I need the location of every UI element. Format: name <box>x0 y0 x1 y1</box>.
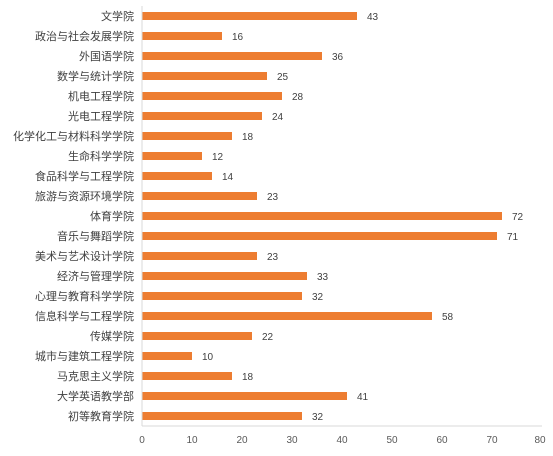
category-label: 大学英语教学部 <box>57 389 134 403</box>
data-label: 18 <box>242 132 254 143</box>
category-label: 政治与社会发展学院 <box>35 29 134 43</box>
bar <box>142 192 257 200</box>
bar <box>142 172 212 180</box>
category-label: 心理与教育科学学院 <box>35 289 134 303</box>
bars-layer <box>142 12 502 420</box>
data-label: 16 <box>232 32 244 43</box>
x-tick-label: 0 <box>139 435 145 446</box>
bar <box>142 112 262 120</box>
category-label: 马克思主义学院 <box>57 369 134 383</box>
category-label: 数学与统计学院 <box>57 69 134 83</box>
bar <box>142 232 497 240</box>
data-label: 10 <box>202 352 214 363</box>
x-tick-label: 30 <box>286 435 298 446</box>
x-tick-label: 60 <box>436 435 448 446</box>
data-label: 58 <box>442 312 454 323</box>
data-label: 14 <box>222 172 234 183</box>
data-label: 18 <box>242 372 254 383</box>
data-label: 24 <box>272 112 284 123</box>
category-label: 城市与建筑工程学院 <box>35 349 134 363</box>
bar <box>142 252 257 260</box>
category-label: 文学院 <box>101 9 134 23</box>
data-label: 12 <box>212 152 224 163</box>
category-label: 旅游与资源环境学院 <box>35 189 134 203</box>
data-label: 36 <box>332 52 344 63</box>
bar <box>142 152 202 160</box>
bar <box>142 272 307 280</box>
data-label: 25 <box>277 72 289 83</box>
data-label: 23 <box>267 252 279 263</box>
data-label: 23 <box>267 192 279 203</box>
category-label: 外国语学院 <box>79 49 134 63</box>
x-tick-label: 20 <box>236 435 248 446</box>
category-label: 美术与艺术设计学院 <box>35 249 134 263</box>
bar <box>142 32 222 40</box>
category-label: 音乐与舞蹈学院 <box>57 229 134 243</box>
category-label: 生命科学学院 <box>68 149 134 163</box>
bar <box>142 312 432 320</box>
bar <box>142 412 302 420</box>
data-label: 43 <box>367 12 379 23</box>
x-tick-label: 40 <box>336 435 348 446</box>
data-label: 33 <box>317 272 329 283</box>
bar <box>142 72 267 80</box>
bar <box>142 12 357 20</box>
category-label: 经济与管理学院 <box>57 269 134 283</box>
category-label: 化学化工与材料科学学院 <box>13 129 134 143</box>
data-label: 72 <box>512 212 524 223</box>
data-label: 22 <box>262 332 274 343</box>
bar <box>142 372 232 380</box>
category-label: 光电工程学院 <box>68 109 134 123</box>
x-tick-label: 80 <box>534 435 546 446</box>
category-label: 机电工程学院 <box>68 89 134 103</box>
category-label: 体育学院 <box>90 209 134 223</box>
category-label: 信息科学与工程学院 <box>35 309 134 323</box>
data-label: 32 <box>312 292 324 303</box>
x-tick-label: 70 <box>486 435 498 446</box>
bar <box>142 352 192 360</box>
bar <box>142 332 252 340</box>
bar <box>142 52 322 60</box>
bar <box>142 392 347 400</box>
bar <box>142 212 502 220</box>
category-label: 食品科学与工程学院 <box>35 169 134 183</box>
data-label: 28 <box>292 92 304 103</box>
bar <box>142 92 282 100</box>
category-label: 初等教育学院 <box>68 409 134 423</box>
data-label: 32 <box>312 412 324 423</box>
bar <box>142 132 232 140</box>
category-labels: 文学院政治与社会发展学院外国语学院数学与统计学院机电工程学院光电工程学院化学化工… <box>13 9 134 423</box>
x-tick-label: 50 <box>386 435 398 446</box>
data-label: 71 <box>507 232 519 243</box>
x-tick-labels: 0 10 20 30 40 50 60 70 80 <box>139 435 546 446</box>
category-label: 传媒学院 <box>90 329 134 343</box>
x-tick-label: 10 <box>186 435 198 446</box>
bar <box>142 292 302 300</box>
data-label: 41 <box>357 392 369 403</box>
